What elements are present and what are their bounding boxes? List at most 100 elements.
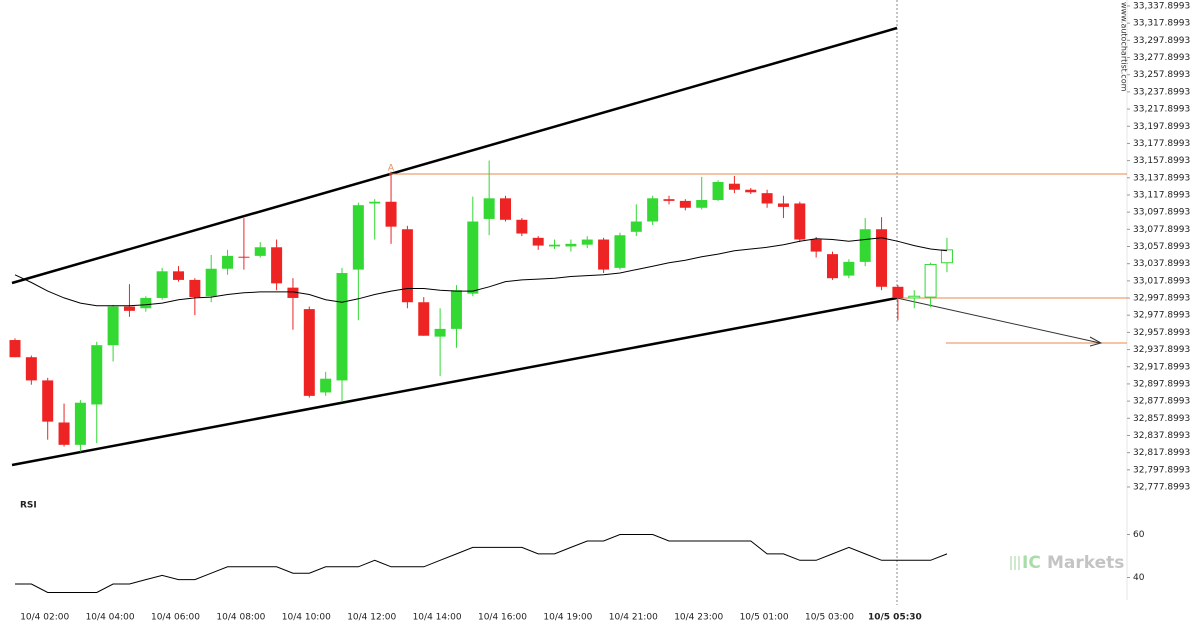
y-tick-label: 40	[1133, 573, 1145, 583]
y-tick-label: 33,077.8993	[1133, 225, 1190, 235]
candle-body	[156, 271, 168, 298]
candle-body	[91, 345, 103, 405]
candle-body	[58, 422, 70, 445]
candle-body	[467, 221, 479, 294]
candle-body	[777, 203, 789, 207]
logo-bar	[1018, 556, 1020, 570]
rsi-line	[15, 534, 948, 593]
y-tick-label: 32,797.8993	[1133, 465, 1190, 475]
candle-body	[189, 279, 201, 298]
candle-body	[9, 340, 21, 358]
y-tick-label: 33,337.8993	[1133, 2, 1190, 12]
candle-body	[892, 286, 904, 298]
x-tick-label: 10/4 16:00	[478, 613, 527, 623]
candle-body	[876, 229, 888, 287]
y-tick-label: 32,817.8993	[1133, 448, 1190, 458]
logo: IC Markets	[1010, 553, 1124, 573]
y-tick-label: 32,837.8993	[1133, 431, 1190, 441]
x-tick-label: 10/5 03:00	[805, 613, 854, 623]
y-tick-label: 60	[1133, 530, 1145, 540]
candle-body	[712, 181, 724, 201]
x-tick-label: 10/4 10:00	[282, 613, 331, 623]
pattern-label: A	[388, 164, 395, 174]
candle-body	[728, 183, 740, 190]
candle-body	[581, 239, 593, 245]
y-tick-label: 33,017.8993	[1133, 276, 1190, 286]
y-tick-label: 33,117.8993	[1133, 190, 1190, 200]
x-tick-label: 10/5 05:30	[868, 613, 922, 623]
candle-body	[565, 243, 577, 247]
candle-body	[140, 297, 152, 309]
candle-body	[598, 239, 610, 270]
candle-body	[827, 254, 838, 279]
y-tick-label: 33,137.8993	[1133, 173, 1190, 183]
y-tick-label: 33,097.8993	[1133, 208, 1190, 218]
x-tick-label: 10/4 19:00	[543, 613, 592, 623]
y-tick-label: 33,277.8993	[1133, 53, 1190, 63]
candle-body	[859, 229, 871, 262]
x-tick-label: 10/4 06:00	[151, 613, 200, 623]
candle-body	[418, 302, 430, 336]
candle-body	[173, 271, 184, 280]
y-tick-label: 32,897.8993	[1133, 379, 1190, 389]
y-tick-label: 33,317.8993	[1133, 19, 1190, 29]
candle-body	[336, 273, 348, 381]
candle-body	[696, 200, 708, 208]
y-tick-label: 32,997.8993	[1133, 294, 1190, 304]
y-tick-label: 32,937.8993	[1133, 345, 1190, 355]
candle-body	[532, 237, 544, 246]
y-tick-label: 33,297.8993	[1133, 36, 1190, 46]
candle-body	[303, 309, 315, 396]
candle-body	[679, 200, 691, 208]
moving-average	[14, 237, 948, 307]
x-tick-label: 10/4 08:00	[216, 613, 265, 623]
y-tick-label: 33,057.8993	[1133, 242, 1190, 252]
y-tick-label: 33,157.8993	[1133, 156, 1190, 166]
candle-body	[630, 221, 642, 232]
candle-body	[483, 198, 495, 219]
candle-body	[123, 306, 135, 311]
candle-body	[74, 402, 86, 445]
candle-body	[810, 239, 822, 252]
y-tick-label: 32,917.8993	[1133, 362, 1190, 372]
y-tick-label: 32,877.8993	[1133, 397, 1190, 407]
x-tick-label: 10/4 12:00	[347, 613, 396, 623]
candle-body	[222, 255, 234, 269]
candle-body	[238, 256, 250, 258]
channel-upper	[11, 26, 898, 285]
candle-body	[107, 306, 119, 346]
y-tick-label: 33,257.8993	[1133, 70, 1190, 80]
x-tick-label: 10/4 04:00	[86, 613, 135, 623]
candle-body	[42, 380, 54, 422]
candle-body	[761, 193, 773, 204]
candle-body	[287, 287, 299, 298]
x-tick-label: 10/4 02:00	[20, 613, 69, 623]
candle-body	[25, 357, 37, 381]
candle-body	[940, 249, 953, 264]
candle-body	[516, 219, 528, 234]
candle-body	[434, 328, 446, 337]
candle-body	[843, 261, 855, 276]
x-tick-label: 10/5 01:00	[740, 613, 789, 623]
candle-body	[369, 201, 381, 204]
candle-body	[205, 268, 217, 297]
y-tick-label: 32,777.8993	[1133, 483, 1190, 493]
logo-text: Markets	[1047, 553, 1124, 573]
watermark: www.autochartist.com	[1120, 2, 1129, 92]
y-tick-label: 32,957.8993	[1133, 328, 1190, 338]
candle-body	[320, 378, 332, 393]
logo-bar	[1010, 556, 1012, 570]
rsi-title: RSI	[20, 501, 37, 511]
candle-body	[385, 201, 397, 227]
y-tick-label: 32,857.8993	[1133, 414, 1190, 424]
y-tick-label: 33,037.8993	[1133, 259, 1190, 269]
candle-body	[500, 198, 511, 220]
logo-bar	[1014, 556, 1016, 570]
candle-body	[614, 235, 626, 268]
y-tick-label: 33,237.8993	[1133, 87, 1190, 97]
y-tick-label: 33,217.8993	[1133, 105, 1190, 115]
x-tick-label: 10/4 14:00	[413, 613, 462, 623]
arrow-head	[1089, 336, 1103, 347]
